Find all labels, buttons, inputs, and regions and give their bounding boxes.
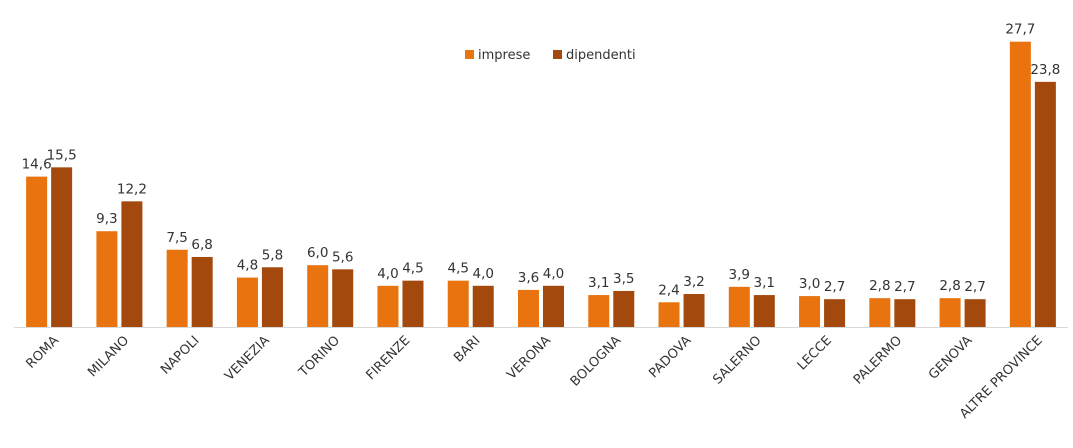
bar [1034, 81, 1056, 327]
bar [236, 277, 258, 327]
value-label: 15,5 [47, 147, 77, 163]
x-tick-label: VENEZIA [222, 333, 273, 384]
bar [51, 167, 73, 327]
value-label: 2,8 [939, 278, 960, 294]
bar [26, 176, 48, 327]
value-label: 3,0 [799, 276, 820, 292]
legend-swatch [465, 50, 474, 59]
value-label: 14,6 [22, 157, 52, 173]
bar [753, 295, 775, 327]
value-label: 3,1 [588, 275, 609, 291]
value-label: 2,4 [658, 282, 679, 298]
bar [518, 289, 539, 327]
value-label: 6,0 [307, 245, 328, 261]
value-label: 2,7 [964, 279, 985, 295]
bar [799, 296, 821, 327]
value-label: 3,9 [729, 267, 750, 283]
bar [658, 302, 680, 327]
legend-swatch [553, 50, 562, 59]
bar [191, 256, 213, 327]
x-tick-label: PALERMO [851, 333, 905, 387]
bar [307, 265, 329, 327]
bar [894, 299, 916, 327]
value-label: 3,6 [518, 270, 539, 286]
x-tick-label: BARI [451, 333, 483, 365]
value-label: 5,8 [262, 247, 283, 263]
bar [869, 298, 891, 327]
bar [96, 231, 118, 327]
legend-label: imprese [478, 48, 530, 63]
value-label: 23,8 [1030, 62, 1060, 78]
value-label: 7,5 [166, 230, 187, 246]
value-label: 4,8 [237, 258, 258, 274]
bar [332, 269, 354, 327]
value-label: 3,1 [754, 275, 775, 291]
x-tick-label: TORINO [296, 333, 343, 380]
x-tick-label: PADOVA [646, 333, 694, 381]
x-tick-label: NAPOLI [158, 333, 202, 377]
value-label: 3,5 [613, 271, 634, 287]
value-label: 4,0 [377, 266, 398, 282]
x-tick-label: LECCE [795, 333, 835, 373]
x-tick-label: FIRENZE [364, 333, 414, 383]
value-label: 2,7 [894, 279, 915, 295]
value-label: 4,0 [543, 266, 564, 282]
bar [728, 286, 750, 327]
bar [402, 280, 424, 327]
bar [377, 285, 399, 327]
bar [613, 290, 635, 327]
bar [1009, 41, 1031, 327]
bar [964, 299, 986, 327]
x-tick-label: SALERNO [710, 333, 764, 387]
value-label: 9,3 [96, 211, 117, 227]
bar [824, 299, 846, 327]
x-tick-label: BOLOGNA [568, 333, 624, 389]
bar [543, 285, 564, 327]
value-label: 4,5 [447, 261, 468, 277]
value-label: 2,8 [869, 278, 890, 294]
x-tick-label: VERONA [504, 333, 554, 383]
x-tick-label: ROMA [24, 333, 63, 372]
bar [939, 298, 961, 327]
legend-label: dipendenti [566, 48, 636, 63]
value-label: 6,8 [191, 237, 212, 253]
bar [472, 285, 494, 327]
x-tick-label: MILANO [85, 333, 132, 380]
value-label: 12,2 [117, 181, 147, 197]
value-label: 4,5 [402, 261, 423, 277]
bar [447, 280, 469, 327]
value-label: 3,2 [683, 274, 704, 290]
x-tick-label: GENOVA [926, 333, 976, 383]
bar [261, 267, 283, 327]
bar [588, 295, 610, 327]
value-label: 4,0 [472, 266, 493, 282]
value-label: 2,7 [824, 279, 845, 295]
bar [683, 294, 705, 327]
bar [121, 201, 143, 327]
value-label: 27,7 [1005, 22, 1035, 38]
bar [166, 249, 188, 327]
value-label: 5,6 [332, 249, 353, 265]
